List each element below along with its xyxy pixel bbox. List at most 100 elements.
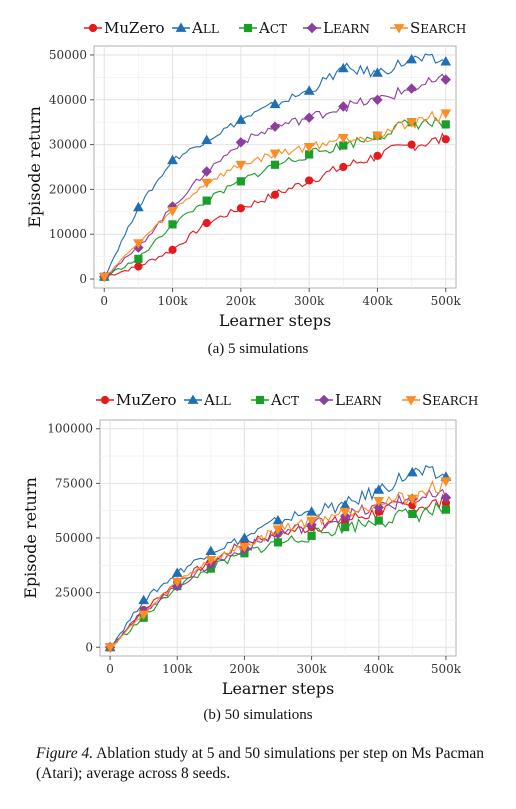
y-tick-label: 0 [79,272,87,286]
data-point-act [341,522,350,532]
data-point-search [272,525,284,535]
y-tick-label: 50000 [55,531,93,545]
grid [94,46,456,288]
data-point-act [134,254,143,263]
data-point-search [406,494,418,505]
data-point-learn [235,137,247,148]
legend-label-act: ACT [270,391,299,409]
y-axis-label: Episode return [25,106,44,227]
y-tick-label: 10000 [49,227,87,241]
data-point-all [133,201,144,212]
legend-item-muzero: MuZero [84,19,165,37]
legend-label-search: SEARCH [422,391,478,409]
legend-label-muzero: MuZero [116,391,177,409]
data-point-search [406,118,417,128]
x-tick-label: 200k [226,294,257,308]
legend-item-learn: LEARN [315,391,382,409]
legend-item-muzero: MuZero [96,391,177,409]
legend-marker-act [255,395,265,405]
x-tick-label: 100k [162,662,193,676]
data-point-all [167,154,178,165]
chart-a: MuZero ALL ACT LEARN SEARCH 0 100k 200k 300k 400k… [25,19,466,330]
y-tick-label: 75000 [55,476,93,490]
legend-marker-all [187,394,199,404]
data-point-search [269,149,281,160]
data-point-act [270,160,280,169]
data-point-learn [373,502,384,513]
data-point-search [171,577,183,588]
legend-marker-search [393,24,405,34]
data-point-learn [269,121,281,132]
data-point-search [235,160,247,171]
data-point-muzero [373,151,382,160]
data-point-learn [440,492,452,503]
figure-caption: Figure 4. Ablation study at 5 and 50 sim… [36,744,496,784]
data-point-all [171,567,183,577]
legend-label-learn: LEARN [335,391,382,409]
data-point-muzero [168,245,177,255]
legend-marker-muzero [88,23,98,33]
data-point-all [337,62,349,73]
legend-marker-learn [306,22,318,34]
legend-marker-all [175,22,187,32]
data-point-act [236,177,245,186]
data-point-all [303,85,315,95]
data-point-search [104,643,116,653]
x-tick-label: 0 [100,294,108,308]
data-point-all [372,67,383,77]
y-tick-label: 100000 [47,422,93,436]
data-point-all [373,484,385,494]
legend-item-all: ALL [172,19,219,37]
y-tick-label: 30000 [49,138,87,152]
data-point-search [98,272,110,283]
legend-item-learn: LEARN [303,19,370,37]
axes: 0 100k 200k 300k 400k 500k 0 10000 20000 30000 400… [49,48,462,308]
legend-item-act: ACT [239,19,287,37]
legend-label-muzero: MuZero [104,19,165,37]
data-point-learn [201,166,212,177]
data-point-muzero [305,176,314,185]
data-point-act [374,516,383,525]
data-point-all [138,594,150,605]
legend-item-search: SEARCH [402,391,478,409]
series-search [98,109,452,283]
x-tick-label: 500k [431,662,462,676]
data-point-all [235,114,247,124]
data-point-all [205,545,217,555]
data-point-all [269,98,281,109]
data-point-muzero [407,140,416,149]
data-point-search [303,142,315,153]
data-point-search [133,239,144,249]
data-point-learn [303,112,315,123]
data-point-all [440,56,452,66]
x-tick-label: 500k [431,294,462,308]
legend-label-all: ALL [203,391,231,409]
data-point-act [307,531,316,540]
data-point-act [441,120,450,129]
data-point-muzero [339,162,348,172]
x-tick-label: 400k [362,294,393,308]
data-point-learn [440,74,451,85]
x-tick-label: 100k [157,294,188,308]
y-tick-label: 50000 [49,48,87,62]
data-point-act [168,220,177,229]
x-tick-label: 300k [296,662,327,676]
legend-label-learn: LEARN [323,19,370,37]
axes: 0 100k 200k 300k 400k 500k 0 25000 50000 75000 100… [47,422,462,676]
legend-marker-search [405,396,417,406]
legend-label-act: ACT [258,19,287,37]
data-point-search [440,477,452,487]
data-point-all [201,134,213,144]
data-point-muzero [236,204,245,213]
data-point-muzero [270,190,280,199]
data-point-act [202,196,211,205]
x-axis-label: Learner steps [219,311,331,330]
legend-marker-act [243,23,253,33]
data-point-search [306,516,317,527]
y-tick-label: 25000 [55,586,93,600]
legend-label-search: SEARCH [410,19,466,37]
series-all [98,53,452,281]
series-search [104,477,452,653]
figure-number: Figure 4. [36,745,94,762]
